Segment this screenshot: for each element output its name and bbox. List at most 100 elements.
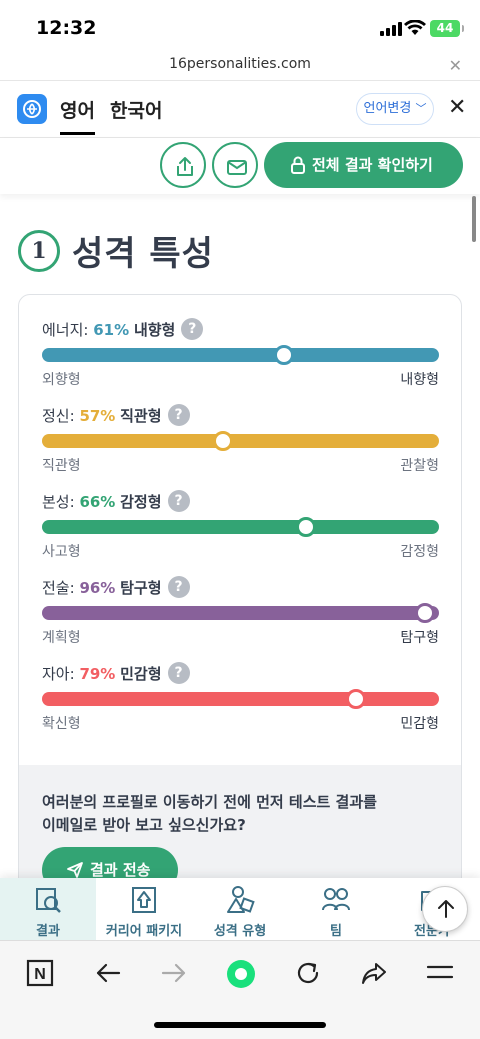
status-bar: 12:32 44 [0, 0, 480, 56]
share-button[interactable] [160, 142, 206, 188]
full-results-button[interactable]: 전체 결과 확인하기 [264, 142, 463, 188]
arrow-right-icon [161, 963, 186, 983]
nav-label-types: 성격 유형 [213, 924, 267, 939]
trait-type: 감정형 [120, 493, 162, 511]
scroll-to-top-button[interactable] [422, 886, 468, 932]
url-text[interactable]: 16personalities.com [169, 56, 311, 72]
trait-label: 전술: 96% 탐구형? [42, 575, 190, 601]
arrow-left-icon [96, 963, 121, 983]
trait-name: 자아: [42, 665, 75, 683]
trait-bar [42, 345, 439, 365]
trait-name: 전술: [42, 579, 75, 597]
trait-name: 본성: [42, 493, 75, 511]
types-icon [227, 886, 255, 913]
team-icon [322, 888, 350, 911]
close-icon[interactable]: ✕ [448, 56, 462, 75]
forward-button[interactable] [154, 955, 194, 991]
trait-knob [274, 345, 295, 365]
change-language-label: 언어변경 [363, 101, 412, 116]
trait-row: 전술: 96% 탐구형? 계획형 탐구형 [42, 575, 439, 646]
status-time: 12:32 [36, 17, 97, 39]
trait-type: 직관형 [120, 407, 162, 425]
trait-row: 정신: 57% 직관형? 직관형 관찰형 [42, 403, 439, 474]
trait-bar [42, 689, 439, 709]
translate-logo-icon [17, 94, 47, 124]
nav-item-results[interactable]: 결과 [0, 878, 96, 940]
trait-name: 정신: [42, 407, 75, 425]
trait-label: 본성: 66% 감정형? [42, 489, 190, 515]
send-results-label: 결과 전송 [90, 861, 151, 879]
url-bar[interactable]: 16personalities.com ✕ [0, 56, 480, 80]
email-prompt-line1: 여러분의 프로필로 이동하기 전에 먼저 테스트 결과를 [42, 793, 377, 811]
help-icon[interactable]: ? [167, 403, 190, 426]
trait-knob [212, 431, 233, 451]
trait-left-label: 확신형 [42, 716, 81, 732]
email-prompt-text: 여러분의 프로필로 이동하기 전에 먼저 테스트 결과를 이메일로 받아 보고 … [42, 791, 442, 837]
mail-icon [227, 160, 247, 175]
trait-right-label: 감정형 [400, 544, 439, 560]
trait-knob [296, 517, 316, 537]
lock-icon [291, 156, 305, 174]
arrow-up-icon [438, 900, 454, 918]
trait-right-label: 내향형 [400, 372, 439, 388]
help-icon[interactable]: ? [167, 575, 190, 598]
results-icon [36, 888, 61, 913]
nav-item-types[interactable]: 성격 유형 [192, 878, 288, 940]
trait-left-label: 외향형 [42, 372, 81, 388]
career-icon [132, 887, 156, 913]
trait-row: 에너지: 61% 내향형? 외향형 내향형 [42, 317, 439, 388]
trait-type: 탐구형 [120, 579, 162, 597]
nav-item-career[interactable]: 커리어 패키지 [96, 878, 192, 940]
trait-left-label: 직관형 [42, 458, 81, 474]
back-button[interactable] [88, 955, 128, 991]
menu-button[interactable] [420, 955, 460, 991]
trait-percent: 79% [79, 665, 116, 683]
tabs-button[interactable]: N [20, 955, 60, 991]
site-bottom-nav: 결과 커리어 패키지 성격 유형 팀 전문가 [0, 878, 480, 940]
action-header: 전체 결과 확인하기 [0, 138, 480, 194]
lang-tab-english[interactable]: 영어 [60, 96, 95, 135]
share-page-button[interactable] [354, 955, 394, 991]
nav-label-results: 결과 [36, 924, 60, 939]
section-number: 1 [18, 230, 60, 272]
home-indicator [154, 1022, 326, 1028]
trait-row: 자아: 79% 민감형? 확신형 민감형 [42, 661, 439, 732]
share-icon [177, 157, 193, 176]
trait-label: 자아: 79% 민감형? [42, 661, 190, 687]
change-language-button[interactable]: 언어변경 ﹀ [356, 93, 434, 125]
trait-left-label: 계획형 [42, 630, 81, 646]
trait-bar [42, 431, 439, 451]
trait-right-label: 민감형 [400, 716, 439, 732]
help-icon[interactable]: ? [181, 317, 204, 340]
full-results-label: 전체 결과 확인하기 [312, 156, 433, 174]
email-button[interactable] [212, 142, 258, 188]
page-scrollbar[interactable] [472, 196, 476, 242]
browser-logo-icon [227, 960, 255, 988]
reload-button[interactable] [288, 955, 328, 991]
translate-bar: 영어 한국어 언어변경 ﹀ ✕ [0, 80, 480, 138]
home-button[interactable] [220, 955, 260, 991]
trait-type: 내향형 [133, 321, 176, 339]
trait-bar [42, 517, 439, 537]
wifi-icon [404, 20, 426, 35]
trait-knob [415, 603, 436, 623]
trait-right-label: 탐구형 [400, 630, 439, 646]
trait-percent: 57% [79, 407, 116, 425]
trait-percent: 66% [79, 493, 116, 511]
trait-percent: 96% [79, 579, 116, 597]
battery-indicator: 44 [430, 20, 464, 37]
reload-icon [297, 962, 319, 984]
tabs-label: N [34, 966, 46, 983]
help-icon[interactable]: ? [167, 661, 190, 684]
nav-item-team[interactable]: 팀 [288, 878, 384, 940]
trait-left-label: 사고형 [42, 544, 81, 560]
help-icon[interactable]: ? [167, 489, 190, 512]
email-prompt-box: 여러분의 프로필로 이동하기 전에 먼저 테스트 결과를 이메일로 받아 보고 … [19, 765, 461, 893]
tabs-icon: N [26, 959, 54, 987]
traits-card: 에너지: 61% 내향형? 외향형 내향형 정신: 57% 직관형? 직관형 관찰형 본성:… [18, 294, 462, 894]
trait-right-label: 관찰형 [400, 458, 439, 474]
close-translate-icon[interactable]: ✕ [448, 95, 467, 120]
trait-name: 에너지: [42, 321, 89, 339]
lang-tab-korean[interactable]: 한국어 [110, 100, 163, 122]
section-title: 성격 특성 [72, 234, 214, 274]
